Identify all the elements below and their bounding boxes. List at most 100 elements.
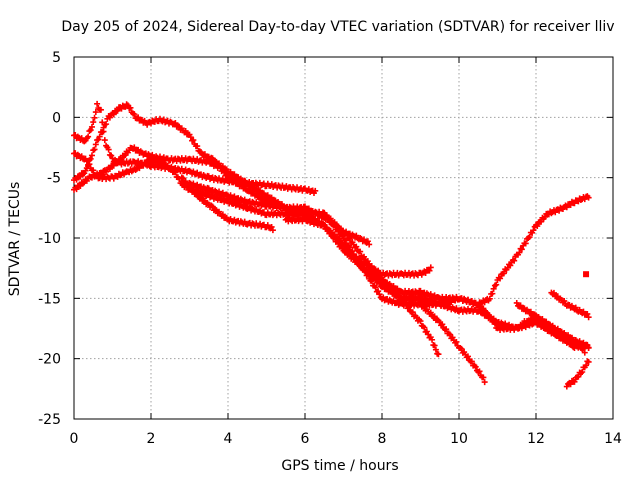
data-point <box>568 335 575 342</box>
data-point <box>579 368 586 375</box>
data-point <box>343 230 350 237</box>
data-point <box>73 186 80 193</box>
x-tick-label: 8 <box>378 431 387 447</box>
data-point <box>343 237 350 244</box>
data-point <box>366 241 373 248</box>
data-point <box>194 143 201 150</box>
data-point <box>91 114 98 121</box>
x-tick-labels: 0 2 4 6 8 10 12 14 <box>70 431 622 447</box>
data-point <box>484 309 491 316</box>
data-point <box>110 111 117 118</box>
data-point <box>530 227 537 234</box>
data-point <box>321 221 328 228</box>
data-point <box>103 121 110 128</box>
data-point <box>353 253 360 260</box>
y-tick-label: -5 <box>47 171 61 187</box>
data-point <box>106 166 113 173</box>
data-point <box>357 259 364 266</box>
data-point <box>92 141 99 148</box>
x-tick-label: 10 <box>450 431 468 447</box>
data-point <box>91 146 98 153</box>
data-point <box>480 305 487 312</box>
data-point <box>525 235 532 242</box>
data-point <box>364 238 371 245</box>
data-point <box>127 104 134 111</box>
series-track-6 <box>186 179 592 352</box>
data-point <box>409 309 416 316</box>
data-point <box>88 152 95 159</box>
series-track-9 <box>417 193 592 309</box>
data-point <box>516 249 523 256</box>
axis-ticks <box>73 56 614 420</box>
data-point <box>426 267 433 274</box>
series-layer <box>71 100 592 390</box>
data-point <box>99 129 106 136</box>
data-point <box>585 194 592 201</box>
data-point <box>90 167 97 174</box>
data-point <box>190 186 197 193</box>
data-point <box>87 127 94 134</box>
data-point <box>353 243 360 250</box>
data-point <box>172 169 179 176</box>
data-point <box>572 304 579 311</box>
data-point <box>583 362 590 369</box>
data-point <box>518 246 525 253</box>
series-track-2 <box>71 101 373 248</box>
series-track-13 <box>563 358 592 390</box>
data-point <box>443 326 450 333</box>
data-point <box>268 223 275 230</box>
data-point <box>458 345 465 352</box>
data-point <box>526 234 533 241</box>
data-point <box>541 213 548 220</box>
data-point <box>427 309 434 316</box>
y-tick-label: -10 <box>38 231 61 247</box>
data-point <box>480 374 487 381</box>
data-point <box>241 183 248 190</box>
data-point <box>439 321 446 328</box>
data-point <box>539 316 546 323</box>
data-point <box>491 320 498 327</box>
data-point <box>118 156 125 163</box>
data-point <box>182 127 189 134</box>
data-point <box>472 363 479 370</box>
data-point <box>427 264 434 271</box>
x-tick-label: 14 <box>604 431 622 447</box>
data-point <box>390 283 397 290</box>
data-point <box>489 290 496 297</box>
data-point <box>327 229 334 236</box>
data-point <box>73 176 80 183</box>
data-point <box>431 342 438 349</box>
data-point <box>87 155 94 162</box>
data-point <box>575 373 582 380</box>
data-point <box>511 257 518 264</box>
data-point <box>497 275 504 282</box>
data-point <box>94 100 101 107</box>
data-point <box>429 336 436 343</box>
series-track-12 <box>521 318 588 356</box>
series-track-11 <box>548 289 592 321</box>
x-tick-label: 0 <box>70 431 79 447</box>
x-axis-label: GPS time / hours <box>281 458 398 474</box>
data-point <box>375 288 382 295</box>
data-point <box>486 295 493 302</box>
data-point <box>168 165 175 172</box>
data-point <box>269 227 276 234</box>
y-tick-label: -25 <box>38 412 61 428</box>
data-point <box>327 217 334 224</box>
data-point <box>417 318 424 325</box>
data-point <box>493 281 500 288</box>
data-point <box>156 157 163 164</box>
data-point <box>491 282 498 289</box>
data-point <box>260 190 267 197</box>
data-point <box>198 194 205 201</box>
data-point <box>105 146 112 153</box>
y-axis-label: SDTVAR / TECUs <box>7 182 23 297</box>
data-point <box>488 314 495 321</box>
data-point <box>522 240 529 247</box>
data-point <box>476 368 483 375</box>
data-point <box>114 107 121 114</box>
series-track-14 <box>583 271 590 278</box>
data-point <box>96 133 103 140</box>
data-point <box>85 133 92 140</box>
data-point <box>217 164 224 171</box>
